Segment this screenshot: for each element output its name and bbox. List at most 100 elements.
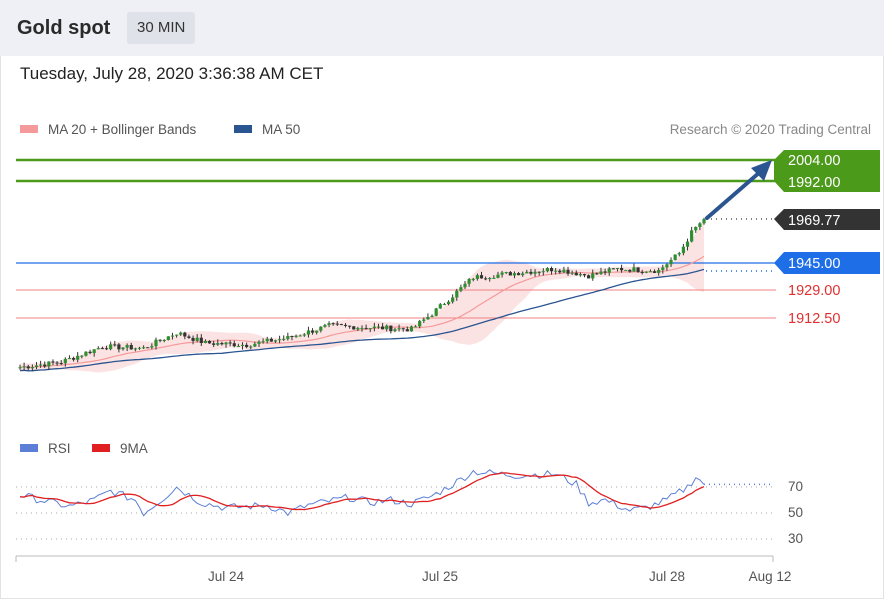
candle [43, 361, 47, 369]
candle [84, 351, 88, 357]
candle-body-down [549, 268, 554, 272]
candle-body-up [166, 336, 170, 340]
candle [220, 341, 224, 346]
current-price-label: 1969.77 [788, 213, 840, 229]
candle [302, 333, 306, 337]
candle [702, 217, 706, 225]
timestamp: Tuesday, July 28, 2020 3:36:38 AM CET [20, 64, 324, 83]
candle [418, 319, 422, 329]
candle [669, 257, 673, 267]
rsi-ma-legend-label: 9MA [120, 441, 148, 456]
candle-body-up [471, 278, 475, 280]
candle-body-down [199, 337, 203, 344]
candle [179, 331, 183, 336]
candle [286, 332, 290, 341]
rsi-line [19, 469, 705, 517]
candle [319, 326, 323, 333]
candle-body-down [158, 339, 162, 341]
candle-body-up [47, 361, 51, 367]
candle [273, 339, 278, 344]
candle-body-down [212, 343, 216, 345]
candle-body-up [418, 320, 422, 327]
candle-body-up [261, 341, 265, 343]
candle-body-up [30, 367, 34, 369]
candle-body-down [331, 323, 335, 325]
candle [385, 324, 389, 332]
candle-body-down [479, 275, 484, 279]
pivot-label: 1945.00 [788, 256, 840, 272]
candle [471, 277, 475, 282]
candle-body-down [348, 325, 352, 327]
candle [636, 267, 640, 273]
candle-body-up [63, 358, 67, 364]
pivot-label-box [774, 252, 880, 274]
candle [249, 345, 253, 350]
candle [224, 341, 228, 348]
candle [109, 341, 113, 351]
candle [545, 267, 550, 273]
candle-body-up [142, 347, 146, 349]
candle-body-down [401, 328, 405, 330]
candle-body-up [562, 269, 566, 273]
candle-body-down [640, 271, 644, 273]
candle-body-up [249, 346, 253, 348]
candle [67, 355, 72, 360]
candle [393, 327, 397, 333]
candle [183, 331, 187, 340]
candle-body-up [327, 323, 331, 325]
timeframe-badge[interactable]: 30 MIN [127, 12, 196, 44]
candle [240, 342, 245, 350]
ma50-legend-label: MA 50 [262, 122, 300, 137]
candle [401, 327, 405, 332]
candle [39, 360, 43, 368]
candle [59, 360, 63, 366]
candle [133, 347, 137, 352]
candle [644, 271, 648, 274]
candle-body-up [570, 272, 574, 274]
candle-body-up [282, 338, 286, 340]
candle [611, 268, 615, 270]
candle [661, 264, 665, 274]
candle [117, 342, 121, 353]
candle-body-up [455, 290, 459, 298]
candle [496, 271, 500, 279]
candle-body-down [146, 347, 150, 349]
candle-body-up [109, 344, 113, 350]
candle [368, 328, 372, 333]
candle-body-down [290, 335, 294, 337]
candle-body-up [599, 271, 603, 274]
candle-body-up [496, 274, 500, 278]
candle-body-up [533, 271, 537, 274]
candle [298, 334, 302, 337]
rsi-legend-label: RSI [48, 441, 71, 456]
candle-body-down [619, 268, 624, 271]
candle-body-up [323, 324, 327, 327]
candle [587, 274, 591, 279]
candle-body-up [125, 345, 129, 348]
resistance-1-label: 1992.00 [788, 175, 840, 191]
candle [451, 294, 455, 304]
candle-body-up [430, 315, 434, 317]
ma50-legend-swatch [234, 125, 252, 133]
candle-body-down [558, 270, 562, 273]
candle [681, 243, 685, 256]
candle-body-up [591, 273, 595, 279]
candle-body-up [426, 316, 430, 320]
candle [397, 324, 401, 332]
candle-body-down [104, 348, 109, 350]
candle-body-down [537, 271, 541, 273]
candle [463, 280, 467, 289]
candle-body-up [681, 246, 685, 254]
candle-body-up [413, 326, 418, 328]
candle-body-up [525, 271, 529, 274]
candle-body-up [632, 267, 636, 272]
candle-body-up [76, 355, 80, 360]
candle-body-up [67, 358, 72, 360]
candle-body-up [504, 272, 508, 274]
bollinger-band [20, 220, 704, 373]
candle-body-down [405, 329, 409, 332]
candle [18, 364, 22, 370]
candle [55, 361, 59, 366]
candle [640, 269, 644, 275]
candle-body-up [236, 345, 240, 347]
